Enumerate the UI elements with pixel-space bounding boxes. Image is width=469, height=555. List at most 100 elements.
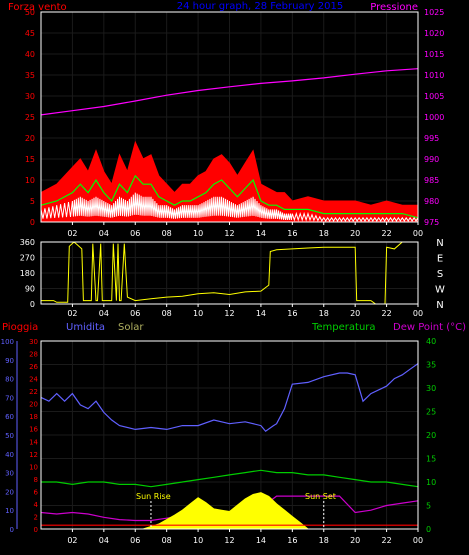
rain-y-tick-label: 30: [29, 338, 38, 346]
wind-x-tick-label: 10: [193, 229, 203, 238]
wind-x-tick-label: 12: [224, 229, 234, 238]
direction-compass-label: W: [435, 285, 445, 296]
wind-x-tick-label: 06: [130, 229, 140, 238]
temperature-x-tick-label: 14: [256, 536, 266, 545]
temperature-x-tick-label: 18: [319, 536, 329, 545]
temperature-x-tick-label: 00: [413, 536, 423, 545]
humidity-line: [40, 363, 419, 433]
direction-x-tick-label: 00: [413, 309, 423, 318]
rain-y-tick-label: 26: [29, 363, 38, 371]
pressure-y-tick-label: 990: [424, 155, 439, 164]
direction-compass-label: N: [436, 238, 443, 249]
wind-y-tick-label: 10: [25, 176, 35, 185]
pressure-y-tick-label: 975: [424, 218, 439, 227]
direction-compass-label: N: [436, 300, 443, 311]
rain-y-tick-label: 4: [34, 501, 39, 509]
rain-y-tick-label: 0: [34, 526, 38, 534]
temperature-y-tick-label: 20: [426, 431, 436, 440]
humidity-y-tick-label: 50: [5, 432, 14, 440]
humidity-y-tick-label: 0: [10, 526, 14, 534]
rain-y-tick-label: 10: [29, 463, 38, 471]
temperature-y-tick-label: 5: [426, 502, 431, 511]
legend-temperature: Temperatura: [311, 322, 376, 333]
direction-x-tick-label: 02: [67, 309, 77, 318]
temperature-y-tick-label: 30: [426, 384, 436, 393]
pressure-y-tick-label: 1025: [424, 8, 444, 17]
direction-x-tick-label: 08: [162, 309, 172, 318]
direction-x-tick-label: 04: [99, 309, 109, 318]
rain-y-tick-label: 18: [29, 413, 38, 421]
humidity-y-tick-label: 100: [1, 338, 14, 346]
wind-x-tick-label: 04: [99, 229, 109, 238]
pressure-y-tick-label: 1010: [424, 71, 444, 80]
wind-x-tick-label: 14: [256, 229, 266, 238]
rain-y-tick-label: 28: [29, 351, 38, 359]
wind-x-tick-label: 18: [319, 229, 329, 238]
humidity-y-tick-label: 60: [5, 413, 14, 421]
wind-y-tick-label: 20: [25, 134, 35, 143]
legend-rain: Pioggia: [2, 322, 38, 333]
rain-y-tick-label: 8: [34, 476, 38, 484]
pressure-y-tick-label: 980: [424, 197, 439, 206]
direction-x-tick-label: 12: [224, 309, 234, 318]
wind-y-tick-label: 45: [25, 29, 35, 38]
humidity-y-tick-label: 90: [5, 357, 14, 365]
direction-compass-label: S: [437, 269, 443, 280]
direction-x-tick-label: 20: [350, 309, 360, 318]
direction-x-tick-label: 06: [130, 309, 140, 318]
temperature-y-tick-label: 25: [426, 408, 436, 417]
pressure-line: [40, 68, 419, 116]
legend-dew-point: Dew Point (°C): [393, 322, 466, 333]
temperature-x-tick-label: 20: [350, 536, 360, 545]
direction-x-tick-label: 14: [256, 309, 266, 318]
humidity-y-tick-label: 40: [5, 451, 14, 459]
temperature-x-tick-label: 10: [193, 536, 203, 545]
temperature-y-tick-label: 35: [426, 361, 436, 370]
humidity-y-tick-label: 10: [5, 507, 14, 515]
rain-y-tick-label: 14: [29, 438, 38, 446]
direction-y-tick-label: 180: [20, 269, 35, 278]
direction-x-tick-label: 10: [193, 309, 203, 318]
wind-x-tick-label: 08: [162, 229, 172, 238]
rain-y-tick-label: 16: [29, 426, 38, 434]
solar-area: [142, 492, 310, 530]
direction-x-tick-label: 18: [319, 309, 329, 318]
humidity-y-tick-label: 70: [5, 394, 14, 402]
direction-y-tick-label: 0: [30, 300, 35, 309]
temperature-x-tick-label: 08: [162, 536, 172, 545]
wind-y-tick-label: 0: [30, 218, 35, 227]
wind-y-tick-label: 5: [30, 197, 35, 206]
temperature-x-tick-label: 22: [381, 536, 391, 545]
wind-y-tick-label: 25: [25, 113, 35, 122]
rain-y-tick-label: 6: [34, 488, 39, 496]
wind-pressure-panel: 0510152025303540455097598098599099510001…: [25, 8, 445, 238]
pressure-y-tick-label: 1000: [424, 113, 444, 122]
annotation-sun-rise: Sun Rise: [136, 492, 171, 501]
temperature-humidity-panel: 0510152025303540010203040506070809010002…: [1, 337, 437, 545]
annotation-sun-set: Sun Set: [305, 492, 336, 501]
wind-direction-panel: 0 N 90 W 180 S 270 E 360 N 02 04 06 08 10 12 14 16 18 20 22 0…: [20, 238, 445, 318]
pressure-y-tick-label: 1015: [424, 50, 444, 59]
temperature-x-tick-label: 02: [67, 536, 77, 545]
temperature-y-tick-label: 40: [426, 337, 436, 346]
pressure-y-tick-label: 1020: [424, 29, 444, 38]
direction-line: [41, 241, 418, 305]
rain-y-tick-label: 22: [29, 388, 38, 396]
direction-y-tick-label: 90: [25, 285, 35, 294]
humidity-y-tick-label: 20: [5, 488, 14, 496]
direction-x-tick-label: 22: [381, 309, 391, 318]
temperature-x-tick-label: 06: [130, 536, 140, 545]
rain-y-tick-label: 2: [34, 513, 38, 521]
pressure-y-tick-label: 1005: [424, 92, 444, 101]
wind-speed-line: [40, 192, 419, 222]
wind-title: Forza vento: [8, 2, 67, 13]
direction-compass-label: E: [437, 254, 443, 265]
wind-x-tick-label: 16: [287, 229, 297, 238]
temperature-x-tick-label: 04: [99, 536, 109, 545]
temperature-y-tick-label: 0: [426, 525, 431, 534]
legend-humidity: Umidita: [66, 322, 105, 333]
temperature-y-tick-label: 10: [426, 478, 436, 487]
temperature-line: [41, 469, 419, 488]
